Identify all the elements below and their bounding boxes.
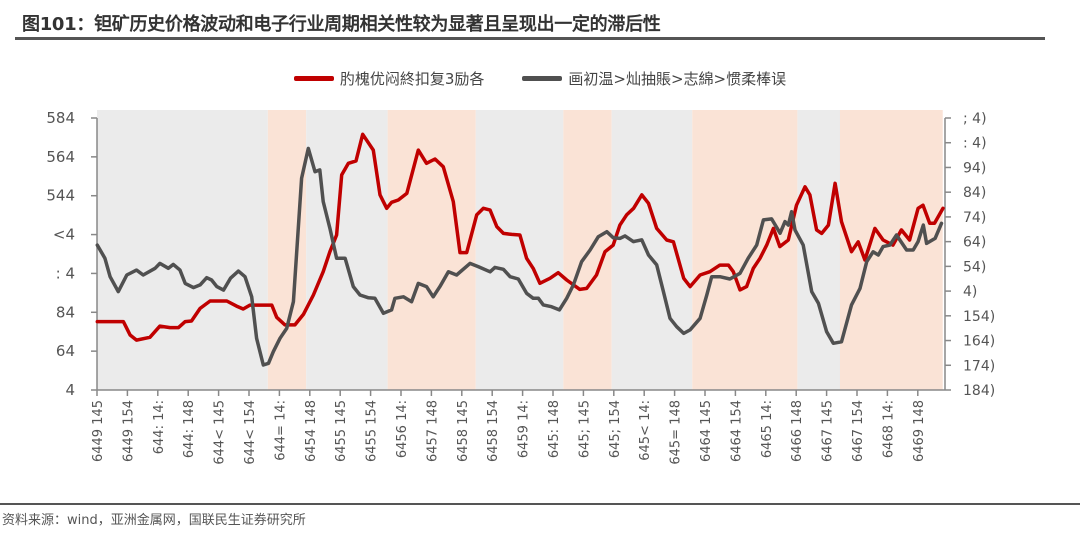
right-axis-tick-label: 84) — [963, 185, 986, 201]
x-axis-tick-label: 6455 145 — [334, 400, 349, 462]
left-axis-tick-label: 544 — [46, 187, 75, 205]
left-axis-tick-label: : 4 — [56, 264, 75, 282]
right-axis-tick-label: 94) — [963, 160, 986, 176]
series-line-red — [95, 132, 945, 342]
x-axis-tick-label: 644: 148 — [182, 400, 197, 458]
x-axis-tick-label: 6467 145 — [821, 400, 836, 462]
x-axis-tick-label: 645= 148 — [669, 400, 684, 465]
right-axis-tick-label: ; 4) — [963, 111, 987, 127]
x-axis-tick-label: 644< 145 — [213, 400, 228, 465]
x-axis-tick-label: 645< 14: — [638, 400, 653, 461]
shaded-period-peach — [387, 110, 476, 390]
x-axis-tick-label: 645: 148 — [547, 400, 562, 458]
x-axis-tick-label: 6456 14: — [395, 400, 410, 458]
right-axis-tick-label: 184) — [963, 383, 995, 399]
x-axis-tick-label: 644: 14: — [152, 400, 167, 454]
legend-swatch-red — [293, 76, 334, 81]
x-axis-tick-label: 6464 145 — [699, 400, 714, 462]
shaded-period-gray — [475, 110, 564, 390]
legend-item-dark: 画初温>灿抽賬>志綿>惯柔棒误 — [522, 68, 786, 89]
right-axis-tick-label: 174) — [963, 358, 995, 374]
left-axis-tick-label: 4 — [65, 381, 75, 399]
legend-swatch-dark — [522, 76, 563, 81]
source-note: 资料来源：wind，亚洲金属网，国联民生证券研究所 — [2, 513, 306, 528]
x-axis-tick-label: 644< 154 — [243, 400, 258, 465]
x-axis-tick-label: 6468 14: — [881, 400, 896, 458]
right-axis-tick-label: 4) — [963, 284, 977, 300]
shaded-period-peach — [839, 110, 943, 390]
shaded-period-gray — [611, 110, 693, 390]
shaded-period-peach — [267, 110, 307, 390]
chart-title: 图101：钽矿历史价格波动和电子行业周期相关性较为显著且呈现出一定的滞后性 — [22, 14, 661, 35]
legend-label-red: 肑槐优闷終扣复3励各 — [339, 70, 485, 88]
x-axis-tick-label: 6459 14: — [517, 400, 532, 458]
x-axis-tick-label: 6458 154 — [486, 400, 501, 462]
x-axis-tick-label: 6455 154 — [365, 400, 380, 462]
legend-label-dark: 画初温>灿抽賬>志綿>惯柔棒误 — [568, 70, 787, 88]
title-divider — [15, 37, 1045, 40]
left-axis-tick-label: 584 — [46, 109, 75, 127]
shaded-period-gray — [306, 110, 388, 390]
right-axis-tick-label: 154) — [963, 309, 995, 325]
x-axis-tick-label: 6457 148 — [425, 400, 440, 462]
x-axis-tick-label: 644= 14: — [273, 400, 288, 461]
legend-item-red: 肑槐优闷終扣复3励各 — [293, 68, 485, 89]
x-axis-tick-label: 6449 154 — [121, 400, 136, 462]
left-axis-tick-label: 564 — [46, 148, 75, 166]
left-axis-tick-label: 84 — [56, 303, 75, 321]
x-axis-tick-label: 645; 145 — [577, 400, 592, 458]
x-axis-tick-label: 6449 145 — [91, 400, 106, 462]
x-axis-tick-label: 645; 154 — [608, 400, 623, 458]
x-axis-tick-label: 6458 145 — [456, 400, 471, 462]
shaded-period-gray — [97, 110, 268, 390]
shaded-period-peach — [692, 110, 798, 390]
left-axis-tick-label: 64 — [56, 342, 75, 360]
series-line-dark — [95, 146, 944, 367]
right-axis-tick-label: 164) — [963, 334, 995, 350]
right-axis-tick-label: 54) — [963, 259, 986, 275]
x-axis-tick-label: 6466 148 — [790, 400, 805, 462]
x-axis-tick-label: 6454 148 — [304, 400, 319, 462]
right-axis-tick-label: : 4) — [963, 136, 987, 152]
shaded-period-peach — [563, 110, 612, 390]
left-axis-tick-label: <4 — [53, 226, 75, 244]
right-axis-tick-label: 74) — [963, 210, 986, 226]
legend: 肑槐优闷終扣复3励各 画初温>灿抽賬>志綿>惯柔棒误 — [0, 68, 1080, 89]
right-axis-tick-label: 64) — [963, 235, 986, 251]
x-axis-tick-label: 6467 154 — [851, 400, 866, 462]
x-axis-tick-label: 6464 154 — [729, 400, 744, 462]
footer-divider — [0, 503, 1080, 505]
x-axis-tick-label: 6465 14: — [760, 400, 775, 458]
x-axis-tick-label: 6469 148 — [912, 400, 927, 462]
